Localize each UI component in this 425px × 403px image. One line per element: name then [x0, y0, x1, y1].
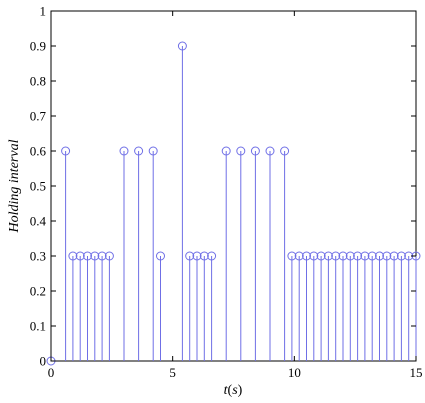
- stem-marker: [396, 251, 406, 261]
- stem-marker: [345, 251, 355, 261]
- stem-marker: [75, 251, 85, 261]
- stem-marker: [338, 251, 348, 261]
- stem-marker: [199, 251, 209, 261]
- stem-marker: [156, 251, 165, 261]
- y-tick-label: 0.3: [30, 249, 46, 264]
- stem-marker: [61, 146, 71, 156]
- x-tick-label: 10: [288, 365, 301, 380]
- y-axis-title: Holding interval: [7, 139, 22, 233]
- stem-marker: [287, 251, 297, 261]
- stem-marker: [280, 146, 290, 156]
- stem-marker: [375, 251, 384, 261]
- y-tick-label: 0.5: [30, 179, 46, 194]
- stem-series: [46, 41, 421, 366]
- stem-marker: [323, 251, 333, 261]
- stem-marker: [389, 251, 399, 261]
- stem-marker: [265, 146, 275, 156]
- stem-marker: [90, 251, 100, 261]
- x-tick-label: 15: [410, 365, 423, 380]
- stem-marker: [119, 146, 129, 156]
- x-axis-title: t(s): [224, 383, 243, 398]
- stem-marker: [302, 251, 311, 261]
- stem-marker: [367, 251, 377, 261]
- stem-marker: [294, 251, 304, 261]
- stem-marker: [221, 146, 231, 156]
- y-tick-label: 0.4: [30, 214, 47, 229]
- stem-marker: [316, 251, 326, 261]
- stem-marker: [192, 251, 202, 261]
- stem-marker: [68, 251, 78, 261]
- y-tick-label: 0.8: [30, 74, 46, 89]
- stem-marker: [236, 146, 246, 156]
- stem-marker: [104, 251, 114, 261]
- stem-marker: [207, 251, 217, 261]
- axis-ticks: 0 5 10 15 0 0.1 0.2 0.3 0.4 0.5 0.6 0.7 0.8 0.9 1: [30, 4, 423, 381]
- y-tick-label: 0.7: [30, 109, 47, 124]
- y-tick-label: 0.9: [30, 39, 46, 54]
- stem-marker: [148, 146, 158, 156]
- stem-marker: [185, 251, 195, 261]
- stem-marker: [309, 251, 319, 261]
- stem-marker: [134, 146, 144, 156]
- stem-marker: [250, 146, 260, 156]
- stem-marker: [360, 251, 370, 261]
- stem-marker: [177, 41, 187, 51]
- y-tick-label: 0.2: [30, 284, 46, 299]
- y-tick-label: 0: [40, 354, 47, 369]
- y-tick-label: 1: [40, 4, 47, 19]
- stem-marker: [83, 251, 92, 261]
- y-tick-label: 0.6: [30, 144, 47, 159]
- stem-marker: [353, 251, 363, 261]
- stem-marker: [382, 251, 392, 261]
- stem-marker: [331, 251, 341, 261]
- y-tick-label: 0.1: [30, 319, 46, 334]
- x-tick-label: 5: [169, 365, 176, 380]
- stem-marker: [97, 251, 107, 261]
- plot-area: [50, 10, 417, 362]
- x-tick-label: 0: [48, 365, 55, 380]
